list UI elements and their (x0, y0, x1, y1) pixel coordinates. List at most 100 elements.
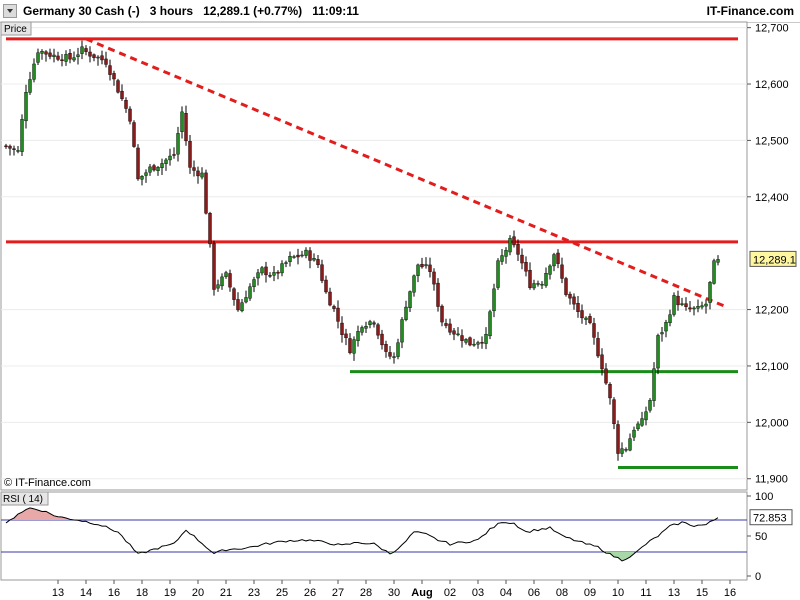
candle-body (696, 306, 700, 309)
candle-body (212, 243, 216, 290)
chart-title: Germany 30 Cash (-) 3 hours 12,289.1 (+0… (23, 4, 359, 18)
candle-body (532, 283, 536, 289)
watermark: © IT-Finance.com (4, 477, 91, 489)
candle-body (60, 59, 64, 62)
candle (540, 281, 544, 289)
downtrend-line (85, 37, 727, 309)
candle (612, 397, 616, 430)
candle (316, 254, 320, 268)
candle (196, 166, 200, 184)
candle-body (512, 236, 516, 246)
candle-body (484, 334, 488, 344)
candle (576, 296, 580, 318)
candle (344, 328, 348, 346)
brand-name: IT-Finance.com (706, 4, 794, 18)
candle (500, 249, 504, 265)
candle (252, 276, 256, 293)
rsi-overbought-fill (30, 507, 34, 520)
candle-body (208, 213, 212, 245)
candle-body (516, 244, 520, 255)
candle-body (72, 57, 76, 61)
candle-body (188, 141, 192, 168)
candle-body (120, 90, 124, 99)
rsi-overbought-fill (50, 513, 54, 520)
x-tick-label: 10 (612, 587, 624, 599)
candle-body (260, 267, 264, 274)
candle (216, 279, 220, 292)
menu-dropdown-icon[interactable] (3, 4, 17, 18)
candle-body (176, 133, 180, 155)
rsi-overbought-fill (38, 510, 42, 520)
candle (448, 318, 452, 336)
candle-body (360, 327, 364, 333)
candle (156, 165, 160, 176)
candle-body (204, 172, 208, 214)
price-panel[interactable] (0, 21, 748, 491)
candle-body (52, 54, 56, 58)
candle (600, 348, 604, 376)
candle (640, 411, 644, 427)
candle-body (20, 119, 24, 152)
x-tick-label: 11 (640, 587, 651, 599)
candle (392, 352, 396, 364)
price-label-box (0, 21, 32, 36)
candle-body (648, 400, 652, 411)
candle (132, 120, 136, 148)
candle-body (232, 288, 236, 300)
candle-body (480, 342, 484, 344)
x-tick-label: 25 (276, 587, 288, 599)
candle-body (376, 324, 380, 336)
rsi-overbought-fill (18, 512, 22, 520)
candle-body (244, 297, 248, 303)
rsi-panel[interactable] (0, 491, 748, 581)
candle (656, 333, 660, 375)
candle (268, 272, 272, 278)
candle-body (180, 111, 184, 132)
candle (412, 274, 416, 297)
x-tick-label: 08 (556, 587, 568, 599)
candle (636, 421, 640, 431)
candle-body (380, 333, 384, 346)
price-tick-label: 12,000 (755, 417, 789, 429)
x-tick-label: 16 (108, 587, 120, 599)
candle (16, 145, 20, 154)
candle (136, 144, 140, 181)
candle (232, 287, 236, 306)
candle (244, 290, 248, 304)
rsi-tick-label: 0 (755, 571, 761, 583)
candle (696, 299, 700, 313)
rsi-label-box (0, 491, 49, 506)
candle (560, 257, 564, 284)
candle (76, 47, 80, 65)
candle (44, 50, 48, 62)
candle (408, 290, 412, 312)
x-tick-label: 14 (80, 587, 92, 599)
candle (632, 426, 636, 442)
candle (304, 247, 308, 259)
candle (300, 250, 304, 258)
candle-body (668, 314, 672, 323)
candle-body (408, 291, 412, 308)
candle-body (468, 337, 472, 346)
x-tick-label: 04 (500, 587, 512, 599)
candle (364, 321, 368, 334)
candle-body (32, 63, 36, 80)
candle (548, 264, 552, 280)
candle (628, 433, 632, 452)
candle-body (24, 92, 28, 122)
candle-body (472, 343, 476, 346)
timestamp: 11:09:11 (312, 4, 359, 18)
price-panel-label: Price (4, 24, 27, 35)
candle (516, 239, 520, 262)
candle (60, 53, 64, 67)
candle (420, 257, 424, 269)
candle-body (224, 272, 228, 277)
candle (352, 336, 356, 361)
candle-body (584, 317, 588, 320)
candle (604, 363, 608, 385)
x-tick-label: 28 (360, 587, 372, 599)
candle-body (324, 279, 328, 293)
candle (176, 126, 180, 162)
candle-body (644, 411, 648, 421)
